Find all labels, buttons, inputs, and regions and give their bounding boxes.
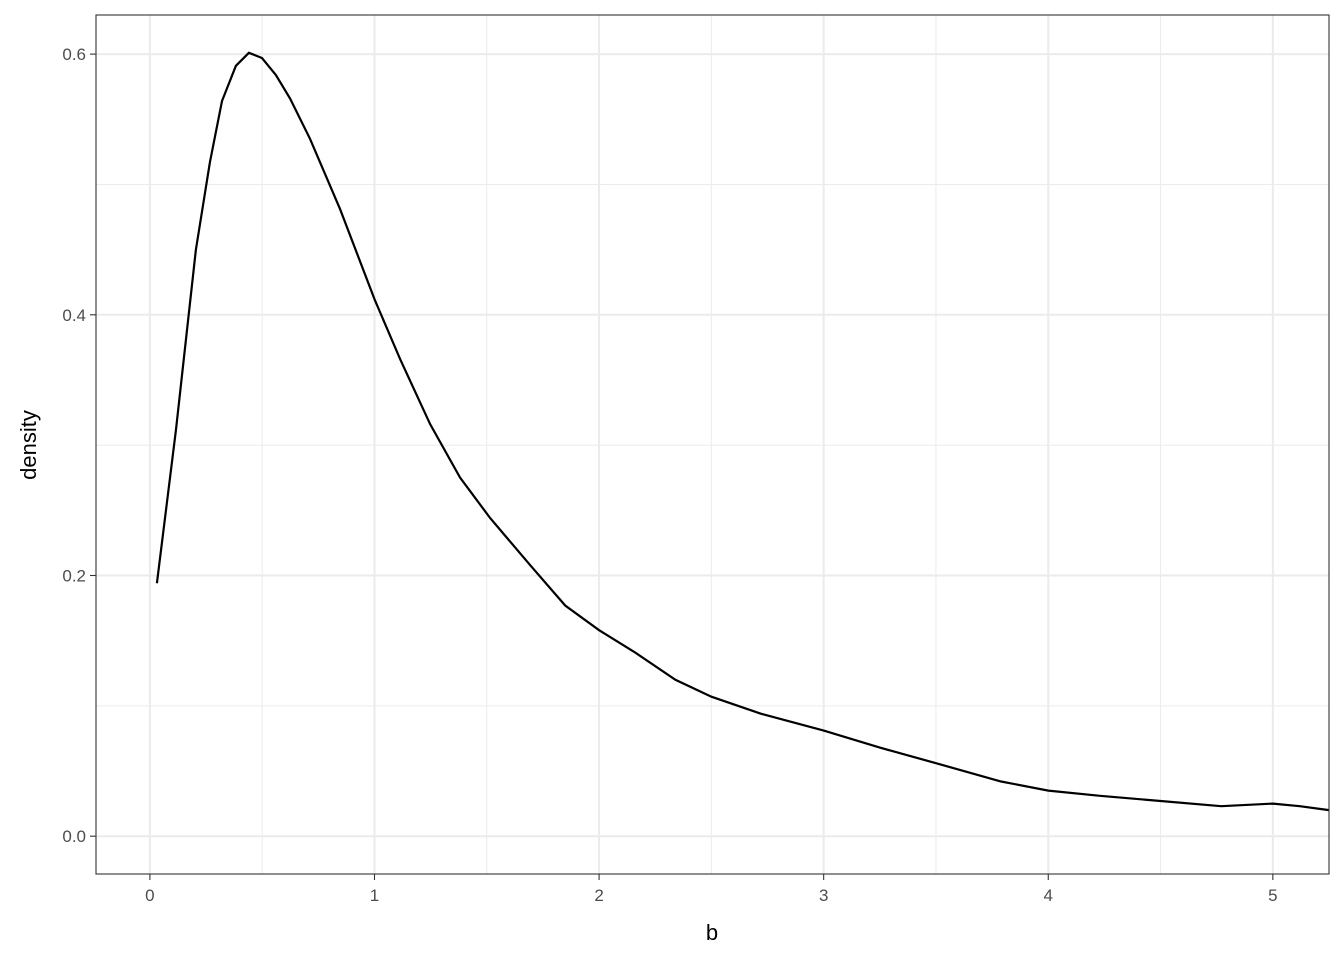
x-tick-label: 3: [819, 886, 828, 905]
density-line: [155, 51, 1330, 812]
x-tick-label: 5: [1268, 886, 1277, 905]
y-tick-label: 0.2: [62, 567, 86, 586]
axis-ticks: 0 1 2 3 4 5 0.0 0.2 0.4 0.6: [62, 45, 1277, 905]
x-axis-title: b: [706, 920, 718, 945]
x-tick-label: 2: [594, 886, 603, 905]
x-tick-label: 4: [1044, 886, 1053, 905]
x-tick-label: 1: [370, 886, 379, 905]
x-tick-label: 0: [145, 886, 154, 905]
y-axis-title: density: [16, 410, 41, 480]
panel-border: [95, 14, 1330, 875]
grid: [96, 15, 1329, 874]
y-tick-label: 0.4: [62, 306, 86, 325]
y-tick-label: 0.0: [62, 827, 86, 846]
y-tick-label: 0.6: [62, 45, 86, 64]
